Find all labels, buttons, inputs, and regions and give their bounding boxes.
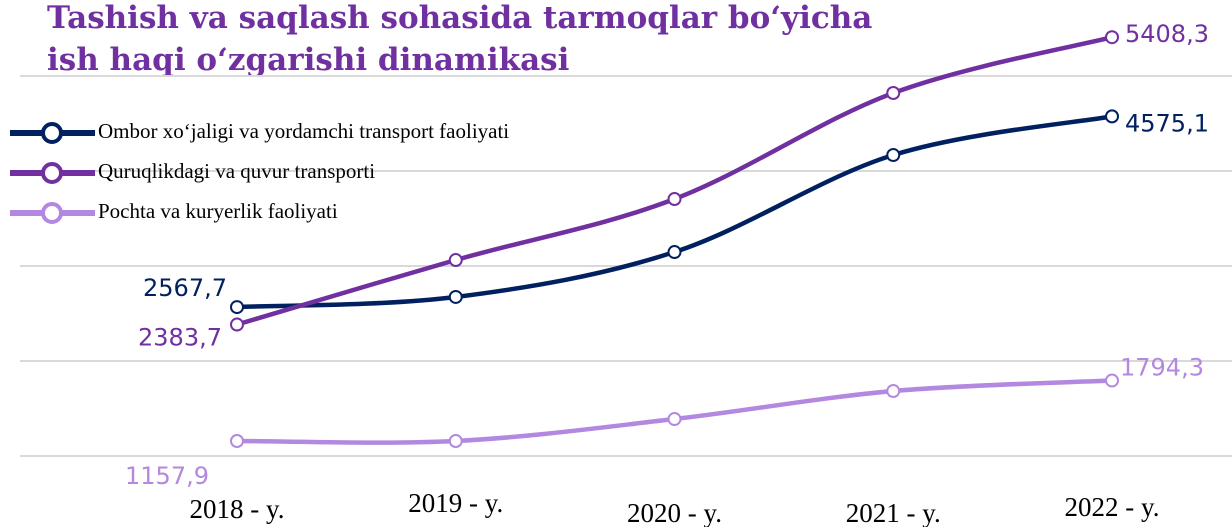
legend-label: Quruqlikdagi va quvur transporti [98,159,375,183]
data-label: 1794,3 [1120,354,1204,382]
x-tick-label: 2018 - y. [190,494,285,524]
data-label: 5408,3 [1125,20,1209,48]
marker [886,148,901,163]
line [236,114,1113,310]
marker [1105,109,1119,124]
data-label: 2383,7 [138,324,222,352]
marker [886,86,901,101]
marker [448,253,463,268]
legend-marker [41,202,63,224]
marker [230,300,244,315]
marker [667,245,682,260]
marker [1105,30,1119,45]
marker [230,317,244,332]
data-label: 2567,7 [143,274,227,302]
data-label: 1157,9 [125,462,209,490]
chart-title: Tashish va saqlash sohasida tarmoqlar bo… [47,0,872,36]
marker [886,384,901,399]
x-tick-label: 2020 - y. [627,498,722,527]
legend-label: Ombor xo‘jaligi va yordamchi transport f… [98,119,509,143]
data-label: 4575,1 [1125,109,1209,137]
marker [667,412,682,427]
chart-title: ish haqi o‘zgarishi dinamikasi [47,42,569,78]
marker [448,289,463,304]
legend-marker [41,162,63,184]
x-tick-label: 2019 - y. [408,488,503,518]
x-tick-label: 2021 - y. [846,498,941,527]
x-tick-label: 2022 - y. [1065,492,1160,522]
marker [230,433,244,448]
line [236,378,1113,445]
marker [667,192,682,207]
legend-marker [41,122,63,144]
marker [448,433,463,448]
legend-label: Pochta va kuryerlik faoliyati [98,199,338,223]
marker [1105,373,1119,388]
